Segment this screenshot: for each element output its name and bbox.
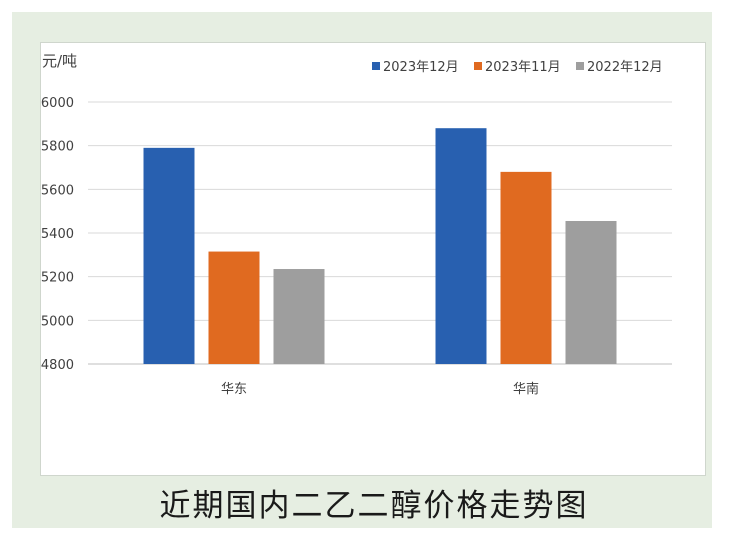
legend-swatch — [576, 62, 584, 70]
bar — [565, 220, 617, 364]
legend-label: 2022年12月 — [587, 60, 663, 75]
y-tick-label: 5600 — [41, 183, 74, 198]
y-tick-label: 5800 — [41, 140, 74, 155]
bar — [143, 147, 195, 364]
legend-swatch — [474, 62, 482, 70]
bar — [273, 269, 325, 364]
legend-swatch — [372, 62, 380, 70]
y-tick-label: 4800 — [41, 358, 74, 373]
y-unit-label: 元/吨 — [42, 52, 77, 70]
chart-caption: 近期国内二乙二醇价格走势图 — [159, 488, 589, 524]
legend-label: 2023年12月 — [383, 60, 459, 75]
y-tick-label: 5400 — [41, 227, 74, 242]
y-tick-label: 6000 — [41, 96, 74, 111]
legend-label: 2023年11月 — [485, 60, 561, 75]
bar — [435, 128, 487, 364]
x-category-label: 华南 — [513, 381, 539, 397]
y-tick-label: 5000 — [41, 314, 74, 329]
bar — [500, 171, 552, 364]
x-category-label: 华东 — [221, 382, 247, 397]
y-tick-label: 5200 — [41, 271, 74, 286]
bar — [208, 251, 260, 364]
